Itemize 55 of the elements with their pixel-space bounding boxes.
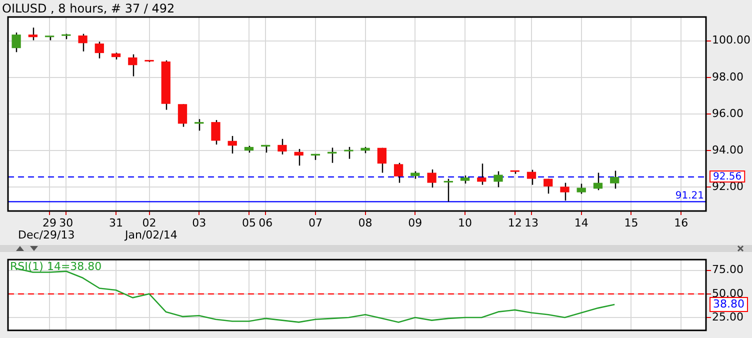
candlestick [544, 178, 553, 194]
x-tick-label: 29 [42, 216, 57, 230]
candlestick [377, 147, 386, 174]
y-tick-label: 50.00 [712, 286, 744, 300]
chart-title: OILUSD , 8 hours, # 37 / 492 [2, 2, 175, 16]
candlestick [593, 172, 603, 191]
candlestick [228, 135, 237, 154]
x-tick-label: 06 [258, 216, 273, 230]
candlestick [194, 118, 204, 132]
series-label: RSI(1) 14=38.80 [10, 260, 102, 273]
candlestick [28, 27, 38, 41]
x-tick-label: 16 [674, 216, 688, 230]
y-tick-label: 94.00 [712, 143, 744, 156]
ref-line-label: 91.21 [675, 190, 704, 202]
y-tick-label: 96.00 [712, 106, 744, 120]
candlestick [178, 104, 188, 128]
x-tick-label: 10 [458, 216, 472, 230]
y-tick-label: 25.00 [712, 310, 744, 324]
y-tick-label: 98.00 [712, 70, 744, 84]
candlestick [294, 148, 304, 166]
candlestick [12, 32, 21, 53]
x-tick-label: 15 [624, 216, 638, 230]
candlestick [78, 33, 88, 52]
ref-line-label: 92.56 [713, 172, 742, 183]
candlestick [560, 182, 570, 202]
x-tick-label: 07 [308, 216, 322, 230]
x-tick-label: 09 [408, 216, 422, 230]
candlestick [328, 147, 337, 164]
y-tick-label: 75.00 [712, 263, 744, 276]
candlestick [427, 168, 436, 188]
text: 38.80 [713, 297, 744, 310]
x-tick-label: 14 [574, 216, 588, 230]
text: Dec/29/13 [18, 228, 75, 242]
candlestick [494, 170, 503, 188]
x-tick-label: 31 [109, 216, 124, 230]
candlestick [576, 183, 586, 194]
candlestick [477, 163, 486, 186]
candlestick [211, 119, 220, 146]
candlestick [344, 146, 354, 160]
candlestick [394, 162, 404, 184]
candlestick [610, 170, 620, 190]
y-tick-label: 100.00 [712, 34, 750, 47]
candlestick [444, 178, 453, 202]
candlestick [278, 138, 287, 156]
x-tick-label: 08 [358, 216, 372, 230]
candlestick [526, 169, 536, 186]
x-tick-label: 12 [508, 216, 522, 230]
x-tick-label: 02 [142, 216, 156, 230]
candlestick [94, 41, 104, 59]
x-tick-label: 05 [242, 216, 256, 230]
text: Jan/02/14 [124, 228, 178, 242]
x-tick-label: 13 [524, 216, 538, 230]
x-tick-label: 30 [59, 216, 74, 230]
x-tick-label: 03 [192, 216, 206, 230]
candlestick [128, 54, 138, 77]
